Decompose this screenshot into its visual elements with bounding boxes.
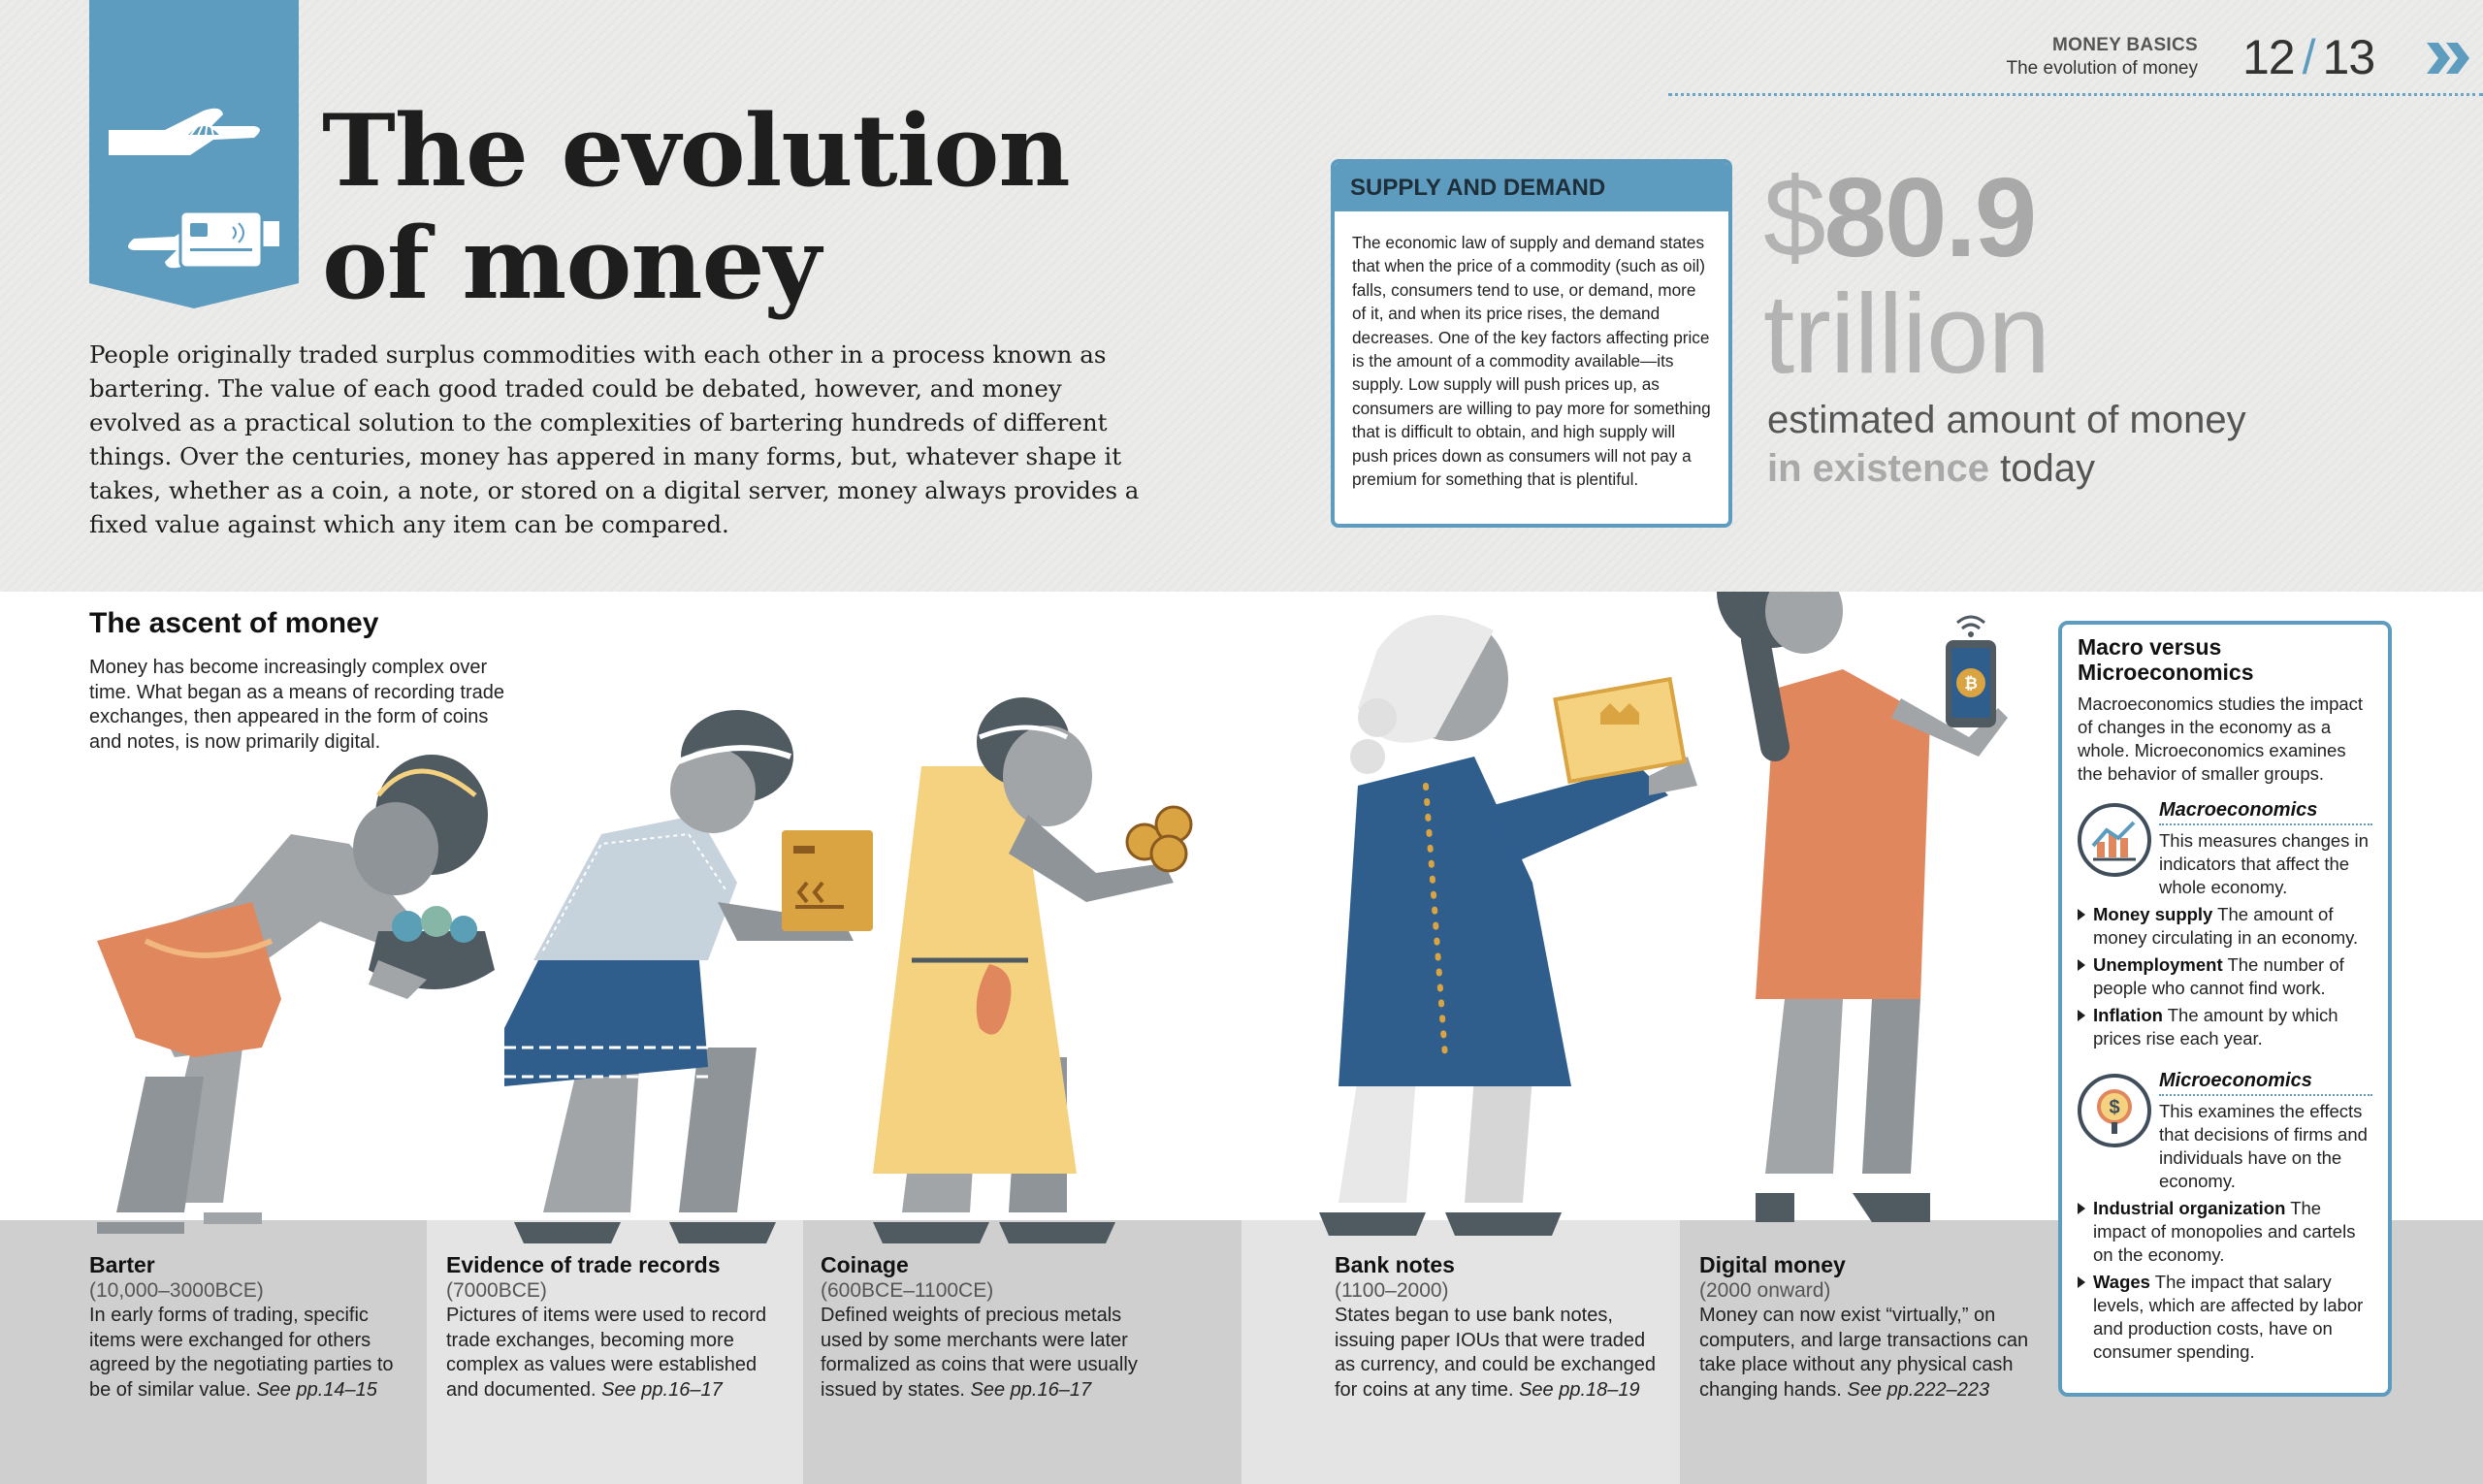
stat-number: 80.9 xyxy=(1823,154,2038,280)
macro-section: Macroeconomics This measures changes in … xyxy=(2078,799,2372,899)
item-def: The number of people who cannot find wor… xyxy=(2093,954,2344,998)
era-ref: See pp.16–17 xyxy=(601,1378,723,1401)
stat-caption-line1: estimated amount of money xyxy=(1767,399,2246,441)
supply-demand-header: SUPPLY AND DEMAND xyxy=(1335,163,1728,211)
stat-caption-end: today xyxy=(2000,447,2095,490)
item-term: Money supply xyxy=(2093,904,2213,924)
floor-col-banknotes xyxy=(1242,1220,1680,1484)
title-line-1: The evolution xyxy=(322,93,1071,210)
stat-caption-em: in existence xyxy=(1767,447,1990,490)
coinage-figure xyxy=(873,697,1193,1243)
macro-box-heading: Macro versus Microeconomics xyxy=(2078,634,2254,685)
digital-money-figure: ₿ xyxy=(1717,592,2008,1222)
macro-item: Unemployment The number of people who ca… xyxy=(2078,953,2372,1000)
macro-box-intro: Macroeconomics studies the impact of cha… xyxy=(2078,694,2364,784)
intro-paragraph: People originally traded surplus commodi… xyxy=(89,340,1140,538)
macro-item: Inflation The amount by which prices ris… xyxy=(2078,1004,2372,1050)
floor-col-coinage xyxy=(803,1220,1242,1484)
wifi-icon xyxy=(1956,615,1985,637)
era-ref: See pp.18–19 xyxy=(1519,1378,1640,1401)
ascent-text: Money has become increasingly complex ov… xyxy=(89,657,505,753)
item-def: The impact that salary levels, which are… xyxy=(2093,1272,2364,1362)
hands-shell-card-icon xyxy=(109,108,279,270)
micro-section: $ Microeconomics This examines the effec… xyxy=(2078,1070,2372,1193)
page-numbers: 12/13 xyxy=(2242,29,2376,85)
era-bank-notes: Bank notes (1100–2000) States began to u… xyxy=(1335,1251,1664,1403)
era-ref: See pp.14–15 xyxy=(256,1378,377,1401)
era-name: Coinage xyxy=(821,1252,909,1277)
era-text: In early forms of trading, specific item… xyxy=(89,1305,394,1401)
item-term: Unemployment xyxy=(2093,954,2223,975)
era-text: Money can now exist “virtually,” on comp… xyxy=(1699,1305,2029,1401)
ascent-heading: The ascent of money xyxy=(89,607,379,639)
item-term: Wages xyxy=(2093,1272,2150,1292)
item-term: Industrial organization xyxy=(2093,1198,2286,1218)
era-dates: (10,000–3000BCE) xyxy=(89,1279,264,1302)
era-text: Defined weights of precious metals used … xyxy=(821,1305,1138,1401)
barter-figure xyxy=(97,755,495,1234)
item-def: The impact of monopolies and cartels on … xyxy=(2093,1198,2356,1265)
era-name: Bank notes xyxy=(1335,1252,1455,1277)
chart-icon xyxy=(2078,803,2151,877)
era-dates: (1100–2000) xyxy=(1335,1279,1449,1302)
item-def: The amount of money circulating in an ec… xyxy=(2093,904,2359,948)
bank-notes-figure xyxy=(1319,615,1697,1236)
trade-records-figure xyxy=(504,710,873,1243)
era-dates: (2000 onward) xyxy=(1699,1279,1831,1302)
micro-item: Wages The impact that salary levels, whi… xyxy=(2078,1271,2372,1364)
era-barter: Barter (10,000–3000BCE) In early forms o… xyxy=(89,1251,419,1403)
svg-text:$: $ xyxy=(2109,1097,2119,1118)
macro-micro-box: Macro versus Microeconomics Macroeconomi… xyxy=(2058,621,2392,1397)
top-band xyxy=(0,0,2483,592)
section-category: MONEY BASICS xyxy=(2052,35,2198,55)
era-text: States began to use bank notes, issuing … xyxy=(1335,1305,1656,1401)
page-right: 13 xyxy=(2322,30,2376,84)
era-name: Barter xyxy=(89,1252,155,1277)
dollar-magnifier-icon: $ xyxy=(2078,1074,2151,1147)
title-line-2: of money xyxy=(322,206,822,322)
double-chevron-icon xyxy=(2427,43,2469,74)
era-dates: (600BCE–1100CE) xyxy=(821,1279,994,1302)
section-subtitle: The evolution of money xyxy=(2006,58,2198,79)
macro-item: Money supply The amount of money circula… xyxy=(2078,903,2372,950)
macro-description: This measures changes in indicators that… xyxy=(2159,830,2369,897)
supply-demand-box: SUPPLY AND DEMAND The economic law of su… xyxy=(1331,159,1732,528)
era-ref: See pp.222–223 xyxy=(1847,1378,1990,1401)
micro-item: Industrial organization The impact of mo… xyxy=(2078,1197,2372,1267)
timeline-floor xyxy=(0,1220,2483,1484)
item-term: Inflation xyxy=(2093,1005,2163,1025)
evolution-figures: ₿ xyxy=(97,592,2008,1243)
floor-col-barter xyxy=(0,1220,427,1484)
era-trade-records: Evidence of trade records (7000BCE) Pict… xyxy=(446,1251,776,1403)
micro-subheading: Microeconomics xyxy=(2159,1070,2372,1096)
macro-subheading: Macroeconomics xyxy=(2159,799,2372,825)
supply-demand-heading: SUPPLY AND DEMAND xyxy=(1350,175,1606,201)
stat-caption: estimated amount of money in existence t… xyxy=(1767,396,2246,493)
era-ref: See pp.16–17 xyxy=(970,1378,1092,1401)
svg-text:₿: ₿ xyxy=(1964,674,1978,693)
era-name: Digital money xyxy=(1699,1252,1846,1277)
item-def: The amount by which prices rise each yea… xyxy=(2093,1005,2338,1048)
floor-col-records xyxy=(427,1220,803,1484)
supply-demand-text: The economic law of supply and demand st… xyxy=(1352,233,1711,490)
era-digital-money: Digital money (2000 onward) Money can no… xyxy=(1699,1251,2029,1403)
era-dates: (7000BCE) xyxy=(446,1279,547,1302)
page-left: 12 xyxy=(2242,30,2296,84)
era-name: Evidence of trade records xyxy=(446,1252,721,1277)
micro-description: This examines the effects that decisions… xyxy=(2159,1101,2368,1191)
stat-currency: $ xyxy=(1763,154,1826,280)
header-rule xyxy=(1668,93,2483,96)
stat-unit: trillion xyxy=(1763,271,2050,397)
stat-value: $80.9 xyxy=(1763,154,2038,280)
page-separator: / xyxy=(2302,30,2316,84)
page-title: The evolution of money xyxy=(322,93,1071,322)
era-text: Pictures of items were used to record tr… xyxy=(446,1305,767,1401)
era-coinage: Coinage (600BCE–1100CE) Defined weights … xyxy=(821,1251,1150,1403)
